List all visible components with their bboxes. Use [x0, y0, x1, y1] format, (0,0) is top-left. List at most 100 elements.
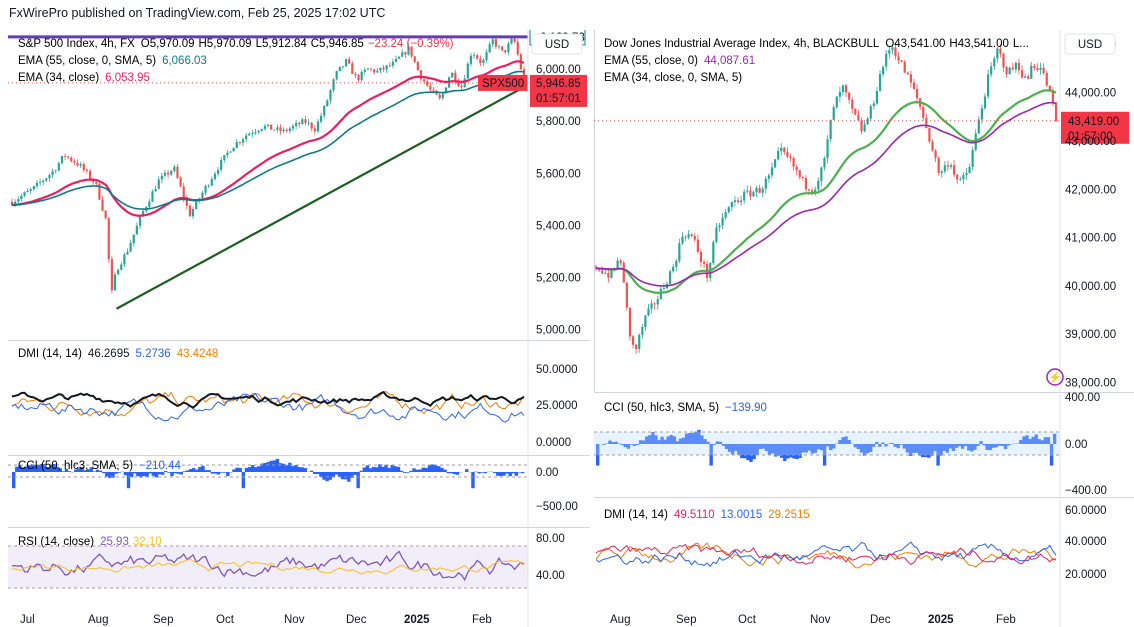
candle-body	[770, 167, 774, 176]
candle	[469, 52, 473, 67]
cci-bar	[213, 472, 218, 474]
cci-band	[594, 432, 1060, 455]
spx-title: S&P 500 Index, 4h, FX O5,970.09 H5,970.09 L…	[18, 38, 454, 50]
candle	[891, 45, 894, 55]
candle-body	[204, 186, 207, 193]
cci-bar	[767, 444, 772, 455]
candle	[915, 84, 919, 104]
cci-bar	[1003, 444, 1008, 450]
cci-bar	[517, 472, 522, 473]
lightning-icon[interactable]	[1046, 368, 1064, 386]
candle-body	[341, 66, 345, 67]
candle-body	[965, 173, 968, 176]
candle-body	[949, 165, 953, 167]
candle	[1027, 73, 1030, 80]
spx-cci-pane[interactable]: 0.00 −500.00 CCI (50, hlc3, SMA, 5) −210.4…	[8, 455, 590, 527]
cci-bar	[608, 440, 612, 444]
candle	[257, 130, 260, 135]
candle-body	[85, 169, 89, 171]
cci-bar	[101, 472, 106, 474]
candle-body	[363, 69, 366, 72]
candle-body	[980, 108, 984, 120]
cci-bar	[807, 444, 811, 451]
cci-bar	[623, 444, 627, 448]
cci-bar	[185, 470, 190, 472]
candle-body	[838, 92, 841, 97]
candle	[135, 222, 138, 235]
candle	[101, 195, 104, 212]
cci-bar	[129, 472, 134, 478]
candle-body	[288, 128, 291, 132]
dji-currency-button[interactable]	[1064, 33, 1116, 55]
candle-body	[1051, 91, 1055, 103]
candle-body	[216, 169, 220, 174]
candle	[388, 62, 391, 68]
cci-bar	[859, 444, 864, 453]
candle	[980, 104, 984, 124]
candle	[248, 132, 251, 136]
cci-bar	[654, 435, 658, 444]
cci-bar	[865, 444, 870, 454]
candle-body	[348, 59, 351, 64]
candle-body	[841, 85, 845, 93]
candle	[872, 100, 875, 110]
cci-bar	[691, 433, 695, 444]
candle	[702, 259, 706, 269]
spx-dmi-pane[interactable]: 50.0000 25.0000 0.0000 DMI (14, 14) 46.2695…	[8, 340, 590, 455]
candle	[817, 177, 820, 193]
cci-bar	[257, 466, 261, 472]
cci-bar	[291, 466, 295, 472]
candle	[724, 208, 727, 220]
candle-body	[888, 50, 891, 54]
cci-bar	[829, 444, 833, 451]
candle-body	[391, 61, 394, 66]
cci-bar	[223, 472, 227, 473]
candle-body	[369, 68, 373, 70]
spx-currency-button[interactable]	[531, 33, 583, 55]
candle	[316, 118, 320, 134]
candle-body	[641, 326, 644, 335]
cci-bar	[201, 465, 205, 472]
cci-bar	[67, 471, 72, 472]
candle	[132, 234, 135, 247]
lightning-glyph: ⚡	[1048, 371, 1062, 384]
cci-bar	[154, 472, 159, 478]
spx-rsi-legend: RSI (14, close) 25.93 32.10	[18, 536, 162, 548]
cci-bar	[675, 441, 680, 444]
candle-body	[454, 72, 457, 82]
cci-bar	[61, 471, 66, 472]
cci-bar	[496, 472, 500, 476]
candle-body	[251, 133, 254, 135]
cci-bar	[437, 466, 441, 472]
cci-bar	[241, 472, 246, 489]
candle-body	[690, 234, 693, 237]
cci-bar	[1034, 434, 1038, 444]
candle	[712, 240, 715, 266]
dmi-adx-line	[595, 543, 1057, 566]
candle	[943, 160, 946, 174]
cci-bar	[914, 444, 919, 453]
candle	[426, 78, 429, 88]
candle-body	[366, 68, 370, 70]
candle-body	[135, 225, 138, 235]
candle	[986, 69, 990, 100]
candle	[835, 95, 838, 110]
dji-dmi-pane[interactable]: 60.0000 40.0000 20.0000 Aug Sep Oct Nov Dec 202…	[594, 497, 1134, 627]
spx-rsi-pane[interactable]: 80.00 40.00 Jul Aug Sep Oct Nov Dec 2025 Feb RSI…	[8, 527, 590, 627]
dji-cci-pane[interactable]: 400.00 0.00 −400.00 CCI (50, hlc3, SMA, 5)…	[594, 392, 1134, 497]
candle	[235, 138, 238, 149]
candle	[260, 128, 263, 132]
candle	[919, 98, 922, 111]
cci-bar	[219, 472, 224, 473]
candle	[26, 188, 29, 193]
candle-body	[996, 48, 999, 59]
candle	[1011, 62, 1014, 71]
spx-x-tick: Jul	[20, 614, 35, 626]
candle-body	[163, 172, 167, 176]
dji-currency-label: USD	[1078, 39, 1102, 51]
cci-bar	[1019, 440, 1023, 444]
candle-body	[1024, 76, 1027, 78]
cci-bar	[30, 464, 35, 472]
